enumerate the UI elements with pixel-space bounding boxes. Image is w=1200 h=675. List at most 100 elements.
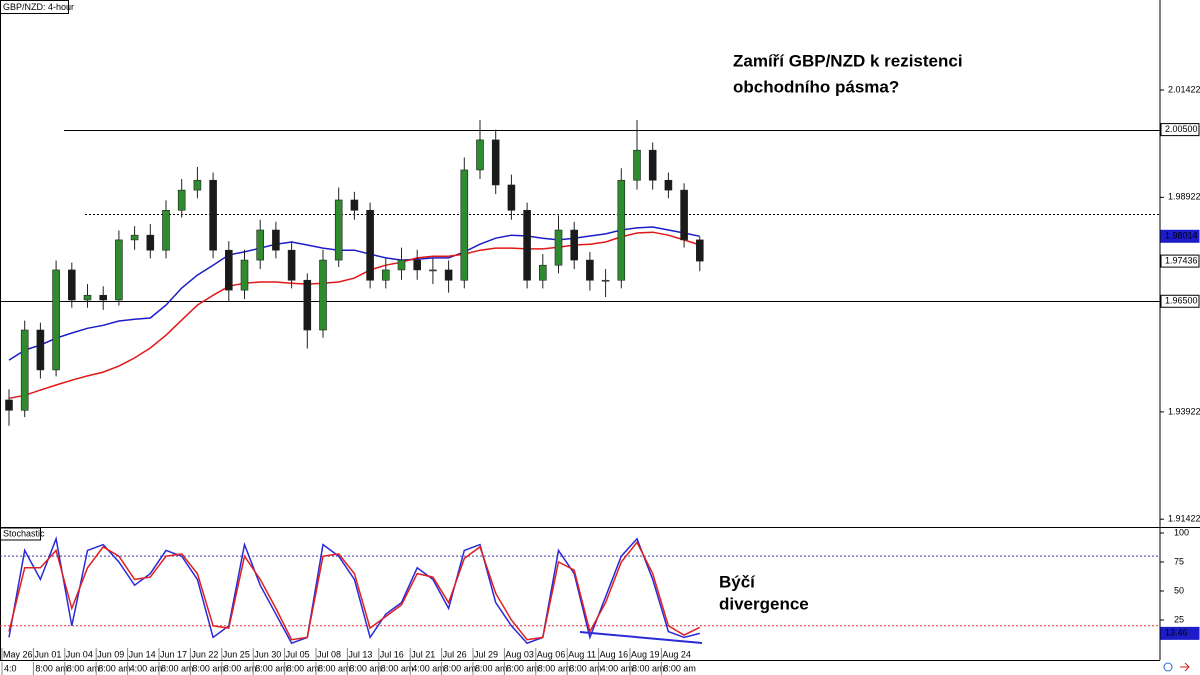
series-line bbox=[8, 231, 701, 400]
candle-body bbox=[460, 169, 469, 281]
x-time-label: 8:00 am bbox=[569, 663, 602, 673]
x-tick-label: Aug 11 bbox=[568, 649, 596, 659]
candle-body bbox=[99, 294, 107, 301]
x-time-label: 8:00 am bbox=[161, 663, 194, 673]
x-tick-label: Jul 08 bbox=[317, 649, 341, 659]
x-time-label: 8:00 am bbox=[349, 663, 382, 673]
x-tick-label: Jun 25 bbox=[223, 649, 250, 659]
x-tick-label: Jul 21 bbox=[411, 649, 435, 659]
level-label-box bbox=[1160, 294, 1200, 308]
x-tick-label: Jul 05 bbox=[286, 649, 310, 659]
candle-body bbox=[523, 209, 531, 281]
x-time-label: 4:0 bbox=[4, 663, 17, 673]
icon[interactable] bbox=[1163, 662, 1173, 672]
annotation: obchodního pásma? bbox=[733, 77, 899, 96]
x-time-label: 8:00 am bbox=[255, 663, 288, 673]
candle-body bbox=[162, 209, 170, 251]
x-time-label: 8:00 am bbox=[444, 663, 477, 673]
candle-body bbox=[476, 139, 484, 171]
x-time-label: 8:00 am bbox=[538, 663, 571, 673]
x-time-label: 8:00 am bbox=[632, 663, 665, 673]
y-tick-label: 25 bbox=[1174, 614, 1184, 624]
x-time-label: 8:00 am bbox=[192, 663, 225, 673]
price-label-box bbox=[1160, 254, 1200, 268]
candle-body bbox=[68, 269, 76, 301]
candle-body bbox=[397, 259, 406, 271]
x-tick-label: Jun 30 bbox=[254, 649, 281, 659]
x-tick-label: Jul 26 bbox=[443, 649, 467, 659]
y-tick-label: 1.98922 bbox=[1168, 192, 1200, 202]
candle-body bbox=[193, 179, 202, 191]
candle-body bbox=[586, 259, 594, 281]
candle-body bbox=[130, 234, 139, 241]
candle-body bbox=[115, 239, 123, 301]
series-line bbox=[8, 536, 700, 645]
x-tick-label: Jun 22 bbox=[191, 649, 218, 659]
candle-body bbox=[695, 239, 704, 262]
x-time-label: 4:00 am bbox=[412, 663, 445, 673]
candle-body bbox=[507, 184, 516, 211]
price-label: 1.98014 bbox=[1165, 231, 1198, 241]
candle-body bbox=[413, 259, 422, 271]
candle-body bbox=[334, 199, 343, 261]
x-tick-label: Jul 29 bbox=[474, 649, 498, 659]
candle-body bbox=[287, 249, 296, 281]
y-tick-label: 1.91422 bbox=[1168, 514, 1200, 524]
x-tick-label: Jun 09 bbox=[97, 649, 124, 659]
annotation: Zamíří GBP/NZD k rezistenci bbox=[733, 51, 963, 70]
candle-body bbox=[617, 179, 626, 281]
candle-body bbox=[664, 179, 673, 191]
nav-icons[interactable] bbox=[1163, 662, 1190, 672]
x-tick-label: Jul 13 bbox=[348, 649, 372, 659]
candle-body bbox=[240, 259, 249, 291]
series-line bbox=[8, 226, 700, 361]
candle-body bbox=[146, 234, 155, 251]
indicator-title-box bbox=[0, 527, 41, 541]
candle-body bbox=[225, 249, 233, 291]
price-label: 13.46 bbox=[1165, 628, 1188, 638]
price-label-box bbox=[1160, 229, 1200, 243]
candle-body bbox=[36, 329, 45, 371]
candle-body bbox=[209, 179, 217, 251]
candle-body bbox=[5, 399, 13, 411]
y-tick-label: 50 bbox=[1174, 585, 1184, 595]
candle-body bbox=[366, 209, 374, 281]
x-tick-label: May 26 bbox=[3, 649, 33, 659]
y-tick-label: 75 bbox=[1174, 556, 1184, 566]
x-time-label: 4:00 am bbox=[601, 663, 634, 673]
candle-body bbox=[570, 229, 579, 261]
y-tick-label: 100 bbox=[1174, 527, 1189, 537]
y-tick-label: 1.93922 bbox=[1168, 406, 1200, 416]
x-tick-label: Aug 16 bbox=[600, 649, 629, 659]
candle-body bbox=[350, 199, 359, 211]
icon[interactable] bbox=[1180, 662, 1190, 672]
candle-body bbox=[538, 264, 547, 281]
candle-body bbox=[319, 259, 327, 331]
candle-body bbox=[83, 294, 92, 301]
candle-body bbox=[601, 279, 610, 282]
annotation: divergence bbox=[719, 594, 809, 613]
x-time-label: 8:00 am bbox=[381, 663, 414, 673]
level-label-box bbox=[1160, 123, 1200, 137]
candle-body bbox=[633, 149, 641, 181]
x-time-label: 8:00 am bbox=[98, 663, 131, 673]
divergence-line bbox=[579, 631, 703, 644]
x-tick-label: Aug 06 bbox=[537, 649, 566, 659]
x-tick-label: Jun 14 bbox=[129, 649, 156, 659]
x-tick-label: Aug 03 bbox=[505, 649, 534, 659]
candle-body bbox=[444, 269, 453, 281]
x-time-label: 8:00 am bbox=[475, 663, 508, 673]
x-tick-label: Jun 17 bbox=[160, 649, 187, 659]
candle-body bbox=[272, 229, 280, 251]
candle-body bbox=[381, 269, 390, 281]
x-time-label: 8:00 am bbox=[318, 663, 351, 673]
y-tick-label: 2.01422 bbox=[1168, 84, 1200, 94]
indicator-title: Stochastic bbox=[3, 528, 45, 538]
x-time-label: 8:00 am bbox=[287, 663, 320, 673]
level-label: 2.00500 bbox=[1165, 124, 1198, 134]
x-time-label: 8:00 am bbox=[506, 663, 539, 673]
x-tick-label: Aug 19 bbox=[631, 649, 660, 659]
candle-body bbox=[256, 229, 265, 261]
x-time-label: 4:00 am bbox=[130, 663, 163, 673]
